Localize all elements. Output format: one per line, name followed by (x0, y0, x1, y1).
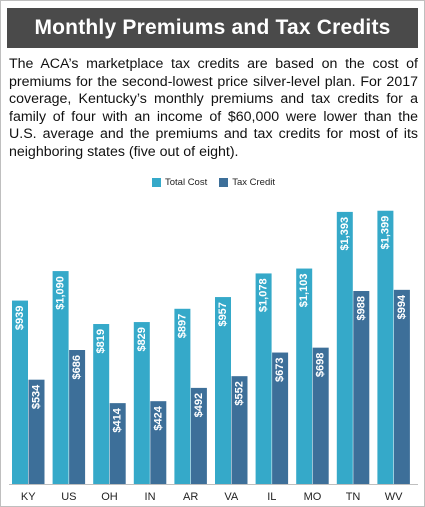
data-label-total-cost-us: $1,090 (55, 276, 67, 310)
bar-tax-credit-mo (312, 347, 329, 484)
data-label-total-cost-tn: $1,393 (339, 217, 351, 251)
legend-item-total-cost: Total Cost (151, 177, 208, 188)
bar-tax-credit-ar (190, 387, 207, 484)
legend-swatch-total-cost (151, 178, 161, 187)
x-tick-label-in: IN (145, 491, 156, 503)
bar-total-cost-ky (12, 300, 28, 484)
data-label-total-cost-ar: $897 (176, 314, 188, 338)
x-tick-label-tn: TN (346, 491, 361, 503)
data-label-tax-credit-wv: $994 (396, 294, 408, 319)
data-label-tax-credit-oh: $414 (112, 407, 124, 432)
x-tick-label-il: IL (267, 491, 276, 503)
legend-item-tax-credit: Tax Credit (219, 177, 275, 188)
bar-total-cost-us (52, 271, 69, 484)
x-tick-label-va: VA (224, 491, 239, 503)
bar-tax-credit-wv (393, 289, 410, 484)
bar-total-cost-il (255, 273, 272, 484)
x-tick-label-ky: KY (21, 491, 36, 503)
data-label-tax-credit-ky: $534 (31, 384, 43, 409)
data-label-total-cost-oh: $819 (95, 329, 107, 353)
data-label-tax-credit-mo: $698 (315, 353, 327, 377)
bar-tax-credit-us (69, 350, 86, 484)
legend-label-total-cost: Total Cost (164, 177, 208, 188)
data-label-tax-credit-tn: $988 (355, 296, 367, 320)
data-label-tax-credit-il: $673 (274, 358, 286, 382)
data-label-tax-credit-in: $424 (152, 405, 164, 430)
bar-chart: $939 $534 KY $1,090 $686 US $819 $414 OH $829 $424… (9, 210, 418, 503)
bar-total-cost-oh (93, 324, 110, 484)
bar-tax-credit-va (231, 376, 248, 484)
data-label-total-cost-ky: $939 (14, 306, 26, 330)
data-label-tax-credit-ar: $492 (193, 393, 205, 417)
page-title: Monthly Premiums and Tax Credits (7, 8, 418, 48)
bar-total-cost-wv (377, 210, 394, 484)
bar-total-cost-tn (336, 211, 353, 484)
bar-total-cost-in (133, 322, 150, 484)
legend-label-tax-credit: Tax Credit (232, 177, 275, 188)
x-tick-label-ar: AR (183, 491, 198, 503)
x-tick-label-oh: OH (101, 491, 118, 503)
data-label-total-cost-il: $1,078 (258, 278, 270, 312)
data-label-total-cost-mo: $1,103 (298, 274, 310, 308)
x-tick-label-mo: MO (304, 491, 322, 503)
bar-total-cost-va (215, 297, 231, 484)
x-tick-label-us: US (61, 491, 76, 503)
data-label-total-cost-in: $829 (136, 327, 148, 351)
data-label-total-cost-wv: $1,399 (379, 216, 391, 250)
data-label-tax-credit-va: $552 (234, 381, 246, 405)
chart-description: The ACA’s marketplace tax credits are ba… (9, 56, 418, 160)
bar-total-cost-mo (296, 268, 313, 484)
x-tick-label-wv: WV (385, 491, 403, 503)
bar-tax-credit-in (150, 401, 167, 484)
data-label-total-cost-va: $957 (217, 302, 229, 326)
bar-tax-credit-tn (353, 291, 370, 484)
legend-swatch-tax-credit (219, 178, 229, 187)
bar-tax-credit-oh (109, 403, 126, 484)
bar-total-cost-ar (174, 308, 191, 484)
bar-tax-credit-il (272, 352, 289, 484)
chart-legend: Total Cost Tax Credit (1, 177, 425, 188)
bar-tax-credit-ky (28, 379, 45, 484)
data-label-tax-credit-us: $686 (71, 355, 83, 379)
